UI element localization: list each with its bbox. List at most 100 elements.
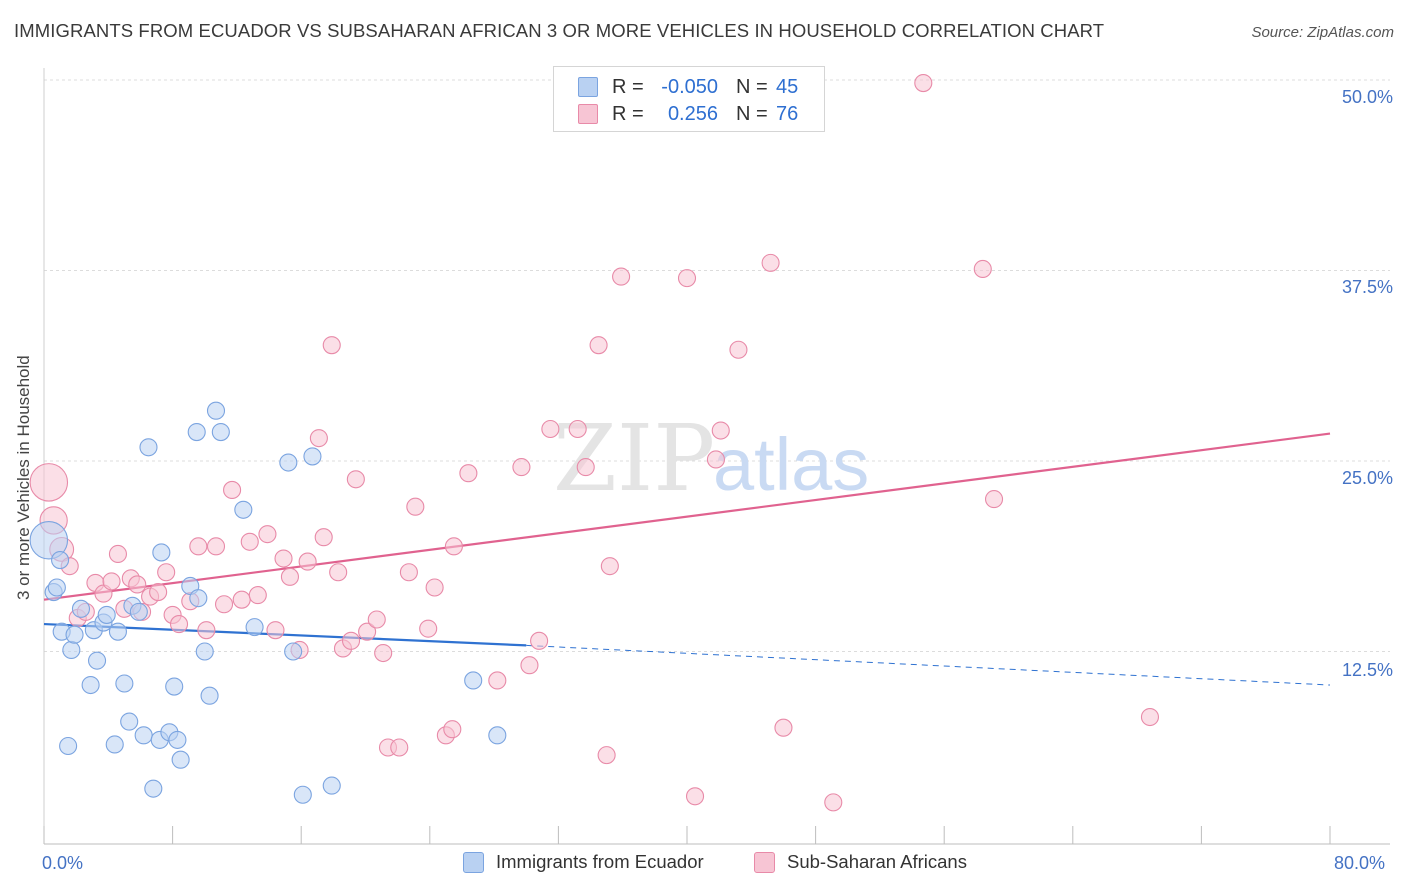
- legend-swatch-pink: [578, 104, 598, 124]
- point-subsaharan: [530, 631, 549, 650]
- point-subsaharan: [223, 480, 242, 500]
- point-ecuador: [139, 438, 158, 457]
- legend-r-label: R =: [612, 75, 644, 98]
- point-ecuador: [189, 589, 208, 608]
- legend-n-label: N =: [736, 102, 768, 125]
- y-axis-title: 3 or more Vehicles in Household: [14, 355, 33, 600]
- point-subsaharan: [258, 525, 277, 544]
- point-subsaharan: [298, 552, 317, 571]
- point-ecuador: [165, 677, 184, 696]
- point-ecuador: [71, 599, 91, 618]
- point-subsaharan: [346, 470, 365, 489]
- point-ecuador: [81, 675, 100, 695]
- point-subsaharan: [149, 583, 168, 602]
- point-ecuador: [168, 730, 187, 749]
- point-ecuador: [120, 712, 139, 731]
- legend-label-subsaharan: Sub-Saharan Africans: [787, 851, 967, 872]
- point-ecuador: [47, 578, 66, 597]
- y-tick-label-37-5: 37.5%: [1341, 277, 1393, 297]
- axes: [43, 68, 1390, 845]
- x-tick-label-max: 80.0%: [1334, 853, 1386, 873]
- legend-r-value: -0.050: [661, 75, 718, 98]
- point-ecuador: [488, 726, 507, 745]
- point-subsaharan: [280, 567, 299, 586]
- point-ecuador: [245, 618, 264, 637]
- point-ecuador: [29, 520, 69, 560]
- point-ecuador: [187, 422, 206, 442]
- point-subsaharan: [443, 720, 462, 739]
- legend-label-ecuador: Immigrants from Ecuador: [496, 851, 704, 872]
- point-subsaharan: [600, 557, 619, 576]
- point-subsaharan: [568, 419, 587, 439]
- point-subsaharan: [322, 336, 341, 355]
- point-subsaharan: [390, 738, 409, 757]
- point-ecuador: [129, 602, 148, 621]
- point-subsaharan: [1140, 707, 1160, 727]
- point-subsaharan: [706, 450, 725, 469]
- point-subsaharan: [29, 463, 69, 502]
- point-subsaharan: [711, 421, 730, 440]
- legend-item-ecuador[interactable]: Immigrants from Ecuador: [463, 851, 704, 873]
- point-subsaharan: [197, 621, 216, 640]
- legend-item-subsaharan[interactable]: Sub-Saharan Africans: [754, 851, 967, 873]
- y-tick-label-12-5: 12.5%: [1341, 660, 1393, 680]
- point-ecuador: [171, 750, 190, 769]
- point-subsaharan: [406, 497, 425, 516]
- point-subsaharan: [367, 610, 386, 629]
- point-ecuador: [115, 674, 134, 693]
- point-subsaharan: [520, 656, 539, 675]
- legend-r-label: R =: [612, 102, 644, 125]
- point-subsaharan: [444, 537, 463, 556]
- point-subsaharan: [266, 621, 285, 640]
- point-ecuador: [195, 642, 214, 661]
- point-subsaharan: [214, 595, 234, 614]
- legend-swatch-blue: [578, 77, 598, 97]
- point-subsaharan: [102, 572, 121, 591]
- point-subsaharan: [419, 619, 438, 638]
- point-subsaharan: [576, 458, 595, 477]
- point-ecuador: [65, 625, 84, 644]
- point-ecuador: [87, 651, 107, 670]
- x-tick-label-min: 0.0%: [42, 853, 84, 873]
- point-ecuador: [293, 785, 312, 804]
- point-ecuador: [322, 776, 341, 795]
- point-subsaharan: [189, 537, 208, 556]
- point-subsaharan: [314, 528, 333, 547]
- point-subsaharan: [206, 537, 226, 556]
- point-subsaharan: [248, 586, 267, 605]
- trend-line-ecuador-extension: [526, 644, 1331, 686]
- point-subsaharan: [459, 464, 478, 483]
- point-subsaharan: [774, 718, 793, 737]
- point-ecuador: [134, 726, 153, 745]
- point-ecuador: [303, 447, 322, 466]
- point-subsaharan: [914, 73, 933, 93]
- point-subsaharan: [488, 671, 507, 690]
- point-subsaharan: [341, 631, 361, 650]
- point-subsaharan: [157, 563, 176, 582]
- point-subsaharan: [541, 419, 560, 439]
- point-subsaharan: [399, 563, 418, 582]
- point-subsaharan: [761, 253, 780, 272]
- point-ecuador: [97, 605, 116, 624]
- point-subsaharan: [232, 590, 251, 609]
- point-subsaharan: [274, 549, 293, 568]
- legend-n-label: N =: [736, 75, 768, 98]
- y-tick-label-50: 50.0%: [1341, 87, 1393, 107]
- point-ecuador: [284, 642, 303, 661]
- point-ecuador: [211, 422, 230, 442]
- point-ecuador: [152, 543, 171, 562]
- source-label: Source: ZipAtlas.com: [1251, 24, 1394, 41]
- chart-title: IMMIGRANTS FROM ECUADOR VS SUBSAHARAN AF…: [14, 20, 1105, 41]
- point-subsaharan: [425, 578, 444, 597]
- point-ecuador: [105, 735, 124, 754]
- point-subsaharan: [169, 615, 189, 634]
- point-subsaharan: [973, 259, 992, 279]
- point-subsaharan: [329, 563, 348, 582]
- legend-swatch-blue: [463, 851, 484, 873]
- point-subsaharan: [612, 267, 631, 286]
- point-ecuador: [108, 622, 127, 641]
- point-subsaharan: [374, 643, 393, 663]
- point-ecuador: [234, 500, 253, 519]
- watermark-atlas: atlas: [713, 423, 869, 506]
